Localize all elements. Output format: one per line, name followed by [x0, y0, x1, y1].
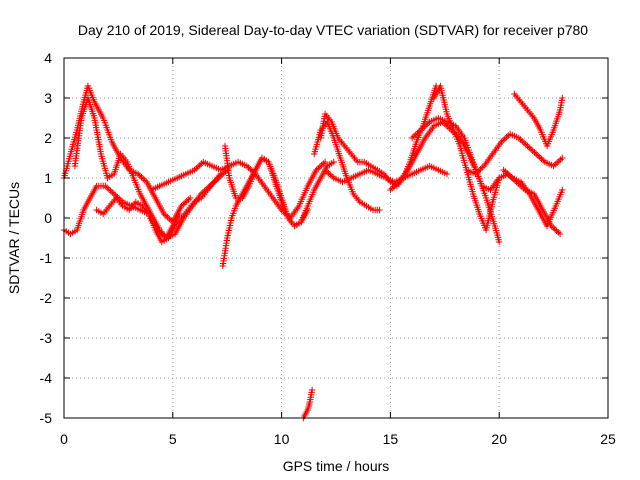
data-point: [559, 154, 566, 162]
y-tick-label: 2: [44, 130, 52, 146]
x-tick-label: 15: [383, 431, 399, 447]
y-tick-label: 1: [44, 170, 52, 186]
data-point: [556, 230, 564, 238]
data-point: [176, 210, 183, 218]
x-tick-label: 10: [274, 431, 290, 447]
y-tick-label: -4: [40, 370, 53, 386]
series-track-5: [147, 158, 329, 222]
series-track-15: [500, 166, 566, 230]
data-point: [330, 158, 337, 166]
series-track-4: [93, 170, 224, 246]
x-tick-label: 5: [169, 431, 177, 447]
data-point: [559, 94, 566, 102]
series-track-17: [300, 386, 316, 422]
y-tick-label: 0: [44, 210, 52, 226]
series-track-14: [463, 130, 566, 178]
y-tick-label: 4: [44, 50, 52, 66]
plot-area: [60, 82, 566, 422]
plot-frame: [63, 57, 609, 419]
series-track-16: [511, 90, 566, 150]
y-tick-label: 3: [44, 90, 52, 106]
x-axis-label: GPS time / hours: [283, 458, 390, 474]
series-track-9: [317, 82, 440, 190]
series-line: [411, 117, 561, 235]
data-point: [496, 174, 503, 182]
data-point: [187, 194, 194, 202]
x-tick-label: 25: [600, 431, 616, 447]
series-track-8: [311, 118, 383, 214]
data-point: [321, 158, 329, 166]
y-axis-tick-labels: -5 -4 -3 -2 -1 0 1 2 3 4: [40, 50, 53, 426]
chart-title: Day 210 of 2019, Sidereal Day-to-day VTE…: [78, 22, 588, 38]
data-point: [308, 386, 316, 394]
axis-ticks: [63, 57, 609, 419]
data-point: [443, 170, 451, 178]
y-axis-label: SDTVAR / TECUs: [6, 182, 22, 294]
series-track-10: [321, 162, 451, 186]
x-tick-label: 0: [60, 431, 68, 447]
data-point: [376, 206, 383, 214]
data-point: [496, 238, 503, 246]
y-tick-label: -3: [40, 330, 53, 346]
x-axis-tick-labels: 0 5 10 15 20 25: [60, 431, 616, 447]
y-tick-label: -2: [40, 290, 53, 306]
data-point: [559, 186, 566, 194]
series-track-7: [221, 142, 337, 230]
y-tick-label: -5: [40, 410, 53, 426]
x-tick-label: 20: [491, 431, 507, 447]
y-tick-label: -1: [40, 250, 53, 266]
